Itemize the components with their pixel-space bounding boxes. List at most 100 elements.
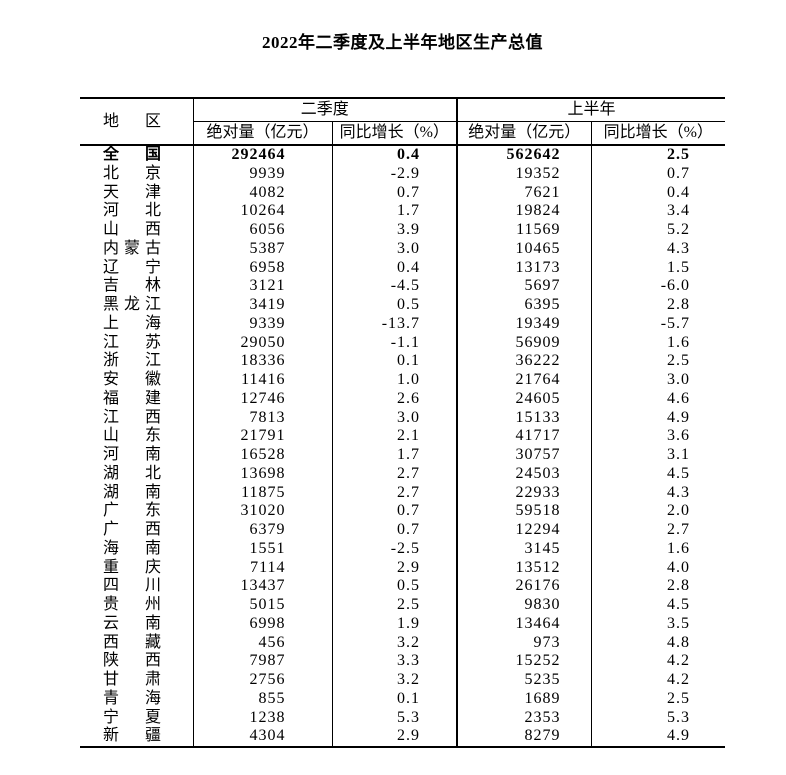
- q2-absolute-value: 456: [193, 633, 333, 653]
- q2-absolute-value: 5015: [193, 596, 333, 615]
- q2-growth-value: 1.0: [332, 371, 459, 390]
- table-row: 湖北 13698 2.7 24503 4.5: [80, 464, 725, 484]
- h1-growth-value: 0.4: [667, 183, 691, 201]
- q2-absolute-value: 13698: [193, 464, 333, 484]
- region-name: 海南: [80, 539, 194, 559]
- h1-growth-value: 3.6: [667, 427, 691, 445]
- q2-growth-value: 2.1: [332, 427, 459, 446]
- q2-growth-value: 3.2: [332, 633, 459, 653]
- h1-absolute-value: 15133: [457, 408, 592, 428]
- h1-growth-value: 3.4: [667, 202, 691, 220]
- q2-absolute-value: 21791: [193, 427, 333, 446]
- h1-absolute-value: 973: [457, 633, 592, 653]
- region-name-label: 上海: [103, 314, 161, 332]
- table-row: 北京 9939 -2.9 19352 0.7: [80, 164, 725, 184]
- q2-growth-value: 2.9: [332, 558, 459, 578]
- h1-growth-value: 4.8: [667, 633, 691, 651]
- column-header-h1-absolute: 绝对量（亿元）: [457, 121, 592, 146]
- h1-absolute-value: 5697: [457, 277, 592, 296]
- h1-absolute-value: 24503: [457, 464, 592, 484]
- h1-growth-value: 4.2: [667, 652, 691, 670]
- h1-growth-value: 4.5: [667, 464, 691, 482]
- q2-growth-value: 3.9: [332, 221, 459, 240]
- header-row-groups: 地区 二季度 上半年: [80, 98, 726, 146]
- table-row: 陕西 7987 3.3 15252 4.2: [80, 652, 725, 671]
- q2-growth-value: 0.7: [332, 183, 459, 203]
- table-row: 上海 9339 -13.7 19349 -5.7: [80, 314, 725, 334]
- region-name: 湖南: [80, 483, 194, 503]
- q2-growth-value: 2.5: [332, 596, 459, 615]
- q2-growth-value: 3.2: [332, 671, 459, 690]
- h1-growth-value: 4.2: [667, 671, 691, 688]
- table-row: 甘肃 2756 3.2 5235 4.2: [80, 671, 725, 690]
- q2-growth-value: 2.6: [332, 389, 459, 409]
- q2-growth-value: 1.7: [332, 202, 459, 221]
- h1-growth-value: 1.6: [667, 539, 691, 557]
- region-name: 江苏: [80, 333, 194, 353]
- region-name-label: 广东: [103, 502, 161, 520]
- region-header-label: 地区: [103, 112, 161, 130]
- h1-absolute-value: 5235: [457, 671, 592, 690]
- region-name: 河北: [80, 202, 194, 221]
- h1-growth-value: 4.0: [667, 558, 691, 576]
- q2-growth-value: 3.0: [332, 239, 459, 259]
- region-name-label: 辽宁: [103, 258, 161, 276]
- q2-growth-value: 3.0: [332, 408, 459, 428]
- column-header-h1-growth: 同比增长（%）: [591, 121, 726, 146]
- region-name-label: 福建: [103, 389, 161, 407]
- table-row: 山东 21791 2.1 41717 3.6: [80, 427, 725, 446]
- h1-absolute-value: 1689: [457, 689, 592, 709]
- column-header-q2-absolute: 绝对量（亿元）: [193, 121, 333, 146]
- table-header: 地区 二季度 上半年 绝对量（亿元） 同比增长（%） 绝对量（亿元） 同比增长（…: [80, 98, 726, 146]
- q2-absolute-value: 3121: [193, 277, 333, 296]
- h1-growth-value: 5.2: [667, 221, 691, 238]
- region-name: 甘肃: [80, 671, 194, 690]
- table-row: 广东 31020 0.7 59518 2.0: [80, 502, 725, 521]
- region-name: 广西: [80, 521, 194, 540]
- region-name: 西藏: [80, 633, 194, 653]
- q2-growth-value: 0.1: [332, 689, 459, 709]
- region-name-label: 西藏: [103, 633, 161, 651]
- q2-absolute-value: 5387: [193, 239, 333, 259]
- region-name-label: 云南: [103, 614, 161, 632]
- table-row: 贵州 5015 2.5 9830 4.5: [80, 596, 725, 615]
- q2-growth-value: -2.5: [332, 539, 459, 559]
- table-row: 吉林 3121 -4.5 5697 -6.0: [80, 277, 725, 296]
- table-row: 西藏 456 3.2 973 4.8: [80, 633, 725, 653]
- region-name-label: 山西: [103, 221, 161, 238]
- region-name: 安徽: [80, 371, 194, 390]
- q2-absolute-value: 3419: [193, 296, 333, 315]
- table-row: 福建 12746 2.6 24605 4.6: [80, 389, 725, 409]
- table-row: 全国 292464 0.4 562642 2.5: [80, 145, 725, 165]
- h1-absolute-value: 24605: [457, 389, 592, 409]
- q2-absolute-value: 855: [193, 689, 333, 709]
- q2-absolute-value: 16528: [193, 446, 333, 465]
- page-title: 2022年二季度及上半年地区生产总值: [262, 33, 543, 52]
- h1-absolute-value: 7621: [457, 183, 592, 203]
- q2-absolute-value: 6998: [193, 614, 333, 634]
- h1-growth-value: 5.3: [667, 708, 691, 726]
- region-name: 云南: [80, 614, 194, 634]
- region-name-label: 甘肃: [103, 671, 161, 688]
- region-name-label: 江西: [103, 408, 161, 426]
- h1-growth-value: 4.6: [667, 389, 691, 407]
- h1-growth-value: 0.7: [667, 164, 691, 182]
- table-row: 云南 6998 1.9 13464 3.5: [80, 614, 725, 634]
- q2-absolute-value: 9339: [193, 314, 333, 334]
- region-name: 陕西: [80, 652, 194, 671]
- table-row: 辽宁 6958 0.4 13173 1.5: [80, 258, 725, 278]
- h1-growth-value: 3.0: [667, 371, 691, 388]
- region-name: 北京: [80, 164, 194, 184]
- h1-growth-value: 4.3: [667, 239, 691, 257]
- table-row: 黑龙江 3419 0.5 6395 2.8: [80, 296, 725, 315]
- region-name-label: 湖南: [103, 483, 161, 501]
- region-name-label: 青海: [103, 689, 161, 707]
- h1-growth-value: 1.5: [667, 258, 691, 276]
- q2-growth-value: 0.7: [332, 521, 459, 540]
- table-row: 宁夏 1238 5.3 2353 5.3: [80, 708, 725, 728]
- h1-growth-value: 3.1: [667, 446, 691, 463]
- h1-growth-value: 2.8: [667, 296, 691, 313]
- column-group-q2: 二季度: [193, 98, 459, 122]
- h1-absolute-value: 21764: [457, 371, 592, 390]
- region-name: 广东: [80, 502, 194, 521]
